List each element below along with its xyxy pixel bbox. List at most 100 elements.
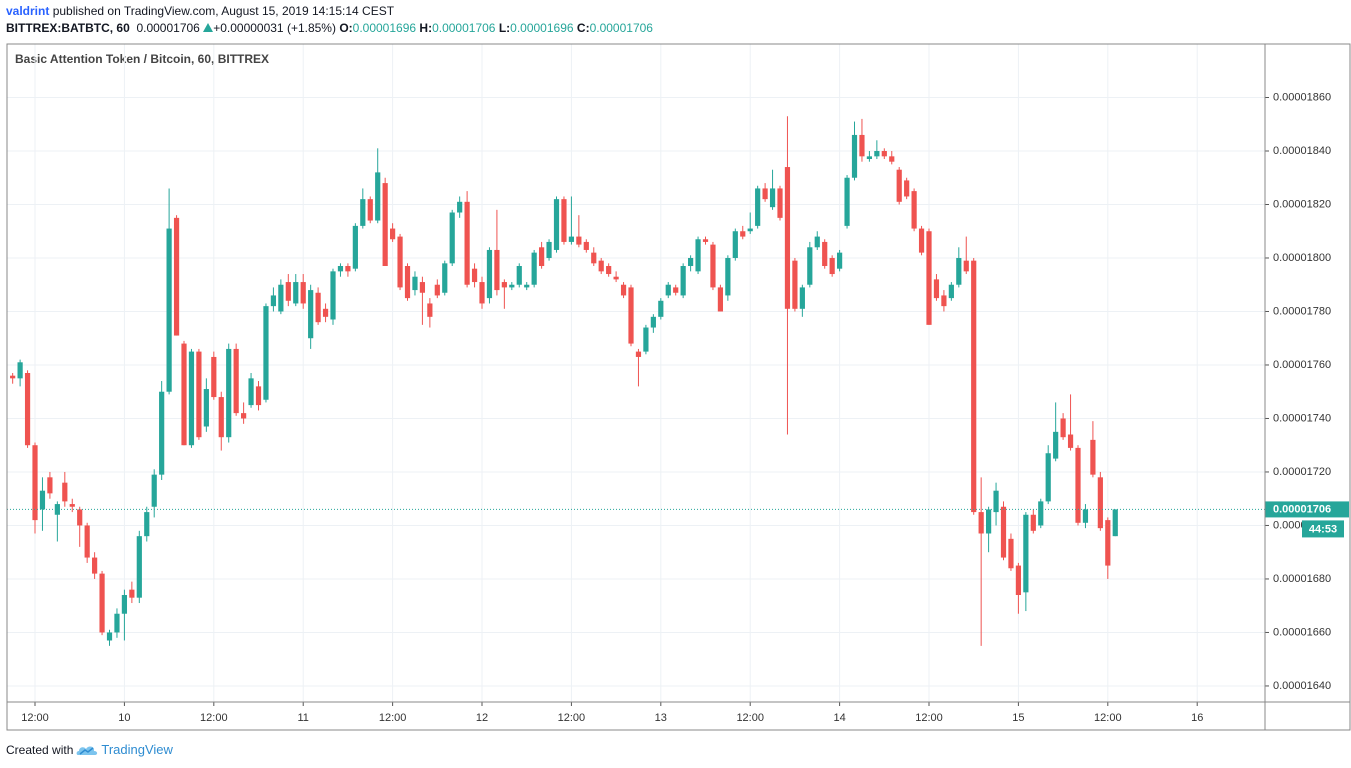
candle-body xyxy=(978,512,984,534)
candle-body xyxy=(494,249,500,291)
candle-body xyxy=(241,413,247,419)
candle-body xyxy=(434,284,440,296)
candle-body xyxy=(1015,565,1022,596)
x-tick-label: 12:00 xyxy=(379,712,407,724)
candle-body xyxy=(1112,509,1118,537)
brand-logo xyxy=(76,746,98,755)
candle-body xyxy=(658,300,664,317)
x-tick-label: 11 xyxy=(297,712,308,724)
candle-body xyxy=(591,252,597,264)
candle-body xyxy=(32,445,38,521)
candle-body xyxy=(293,282,299,304)
candle-body xyxy=(866,156,873,160)
candle-body xyxy=(449,212,455,264)
x-tick-label: 12:00 xyxy=(558,712,586,724)
candle-body xyxy=(948,284,954,299)
candle-body xyxy=(1090,439,1096,475)
candle-body xyxy=(337,266,344,272)
candle-body xyxy=(360,199,366,226)
candle-body xyxy=(769,188,776,208)
candle-body xyxy=(479,282,485,304)
candle-body xyxy=(918,228,925,253)
candle-body xyxy=(911,191,917,229)
c-label: C: xyxy=(576,21,590,35)
candle-body xyxy=(1082,509,1089,523)
x-tick-label: 13 xyxy=(655,712,667,724)
candle-body xyxy=(628,287,634,344)
candle-body xyxy=(546,241,552,258)
countdown-box xyxy=(1302,520,1344,538)
up-arrow xyxy=(203,23,214,32)
candle-body xyxy=(196,351,202,438)
candle-body xyxy=(933,279,940,299)
candle-body xyxy=(54,504,60,515)
candle-body xyxy=(904,180,910,197)
candle-body xyxy=(457,201,463,213)
candle-body xyxy=(762,188,768,200)
x-tick-label: 16 xyxy=(1191,712,1203,724)
candle-body xyxy=(367,199,373,221)
candle-body xyxy=(1053,431,1059,459)
candle-body xyxy=(39,490,46,510)
candle-body xyxy=(397,236,403,288)
chart-title: Basic Attention Token / Bitcoin, 60, BIT… xyxy=(15,52,269,66)
candle-body xyxy=(963,260,969,272)
brand[interactable]: TradingView xyxy=(101,742,173,757)
candle-body xyxy=(1105,520,1111,566)
candle-body xyxy=(1038,501,1044,526)
candle-body xyxy=(568,236,575,242)
y-tick-label: 0.00001820 xyxy=(1273,198,1331,210)
candle-body xyxy=(263,306,269,400)
candle-body xyxy=(17,362,23,379)
candle-body xyxy=(755,188,761,226)
candle-body xyxy=(278,284,284,312)
candle-body xyxy=(106,632,113,641)
candle-body xyxy=(390,228,396,240)
candle-body xyxy=(606,266,612,275)
candle-body xyxy=(799,287,805,309)
candle-body xyxy=(129,589,135,598)
candle-body xyxy=(807,247,813,285)
footer: Created with TradingView xyxy=(6,742,173,757)
x-tick-label: 12:00 xyxy=(21,712,49,724)
candle-body xyxy=(92,557,98,574)
candle-body xyxy=(740,231,746,237)
candle-body xyxy=(255,386,262,406)
candle-body xyxy=(710,244,716,288)
candle-body xyxy=(650,316,656,328)
last-price-label: 0.00001706 xyxy=(1273,503,1331,515)
candle-body xyxy=(10,375,16,379)
candle-body xyxy=(620,284,627,296)
candle-body xyxy=(24,373,31,446)
candle-body xyxy=(680,266,686,296)
candle-body xyxy=(635,351,642,357)
author[interactable]: valdrint xyxy=(6,4,50,18)
candle-body xyxy=(144,512,150,537)
x-tick-label: 12:00 xyxy=(1094,712,1122,724)
change: +0.00000031 (+1.85%) xyxy=(213,21,336,35)
candle-body xyxy=(486,249,493,299)
candle-body xyxy=(665,284,671,296)
created-with: Created with xyxy=(6,742,74,757)
candle-body xyxy=(471,268,478,283)
candle-body xyxy=(673,287,679,293)
candle-body xyxy=(941,295,947,307)
c-value: 0.00001706 xyxy=(589,21,653,35)
candle-body xyxy=(375,172,381,221)
candle-body xyxy=(956,257,962,285)
candle-body xyxy=(896,169,902,202)
candle-body xyxy=(352,225,358,269)
h-value: 0.00001706 xyxy=(432,21,496,35)
y-tick-label: 0.00001680 xyxy=(1273,573,1331,585)
candle-body xyxy=(613,276,619,280)
candle-body xyxy=(926,231,932,325)
candle-body xyxy=(777,188,783,218)
y-tick-label: 0.00001800 xyxy=(1273,252,1331,264)
candle-body xyxy=(226,348,232,438)
candle-body xyxy=(844,177,850,226)
candle-body xyxy=(345,266,351,272)
candle-body xyxy=(84,525,90,558)
candle-body xyxy=(1008,538,1014,569)
